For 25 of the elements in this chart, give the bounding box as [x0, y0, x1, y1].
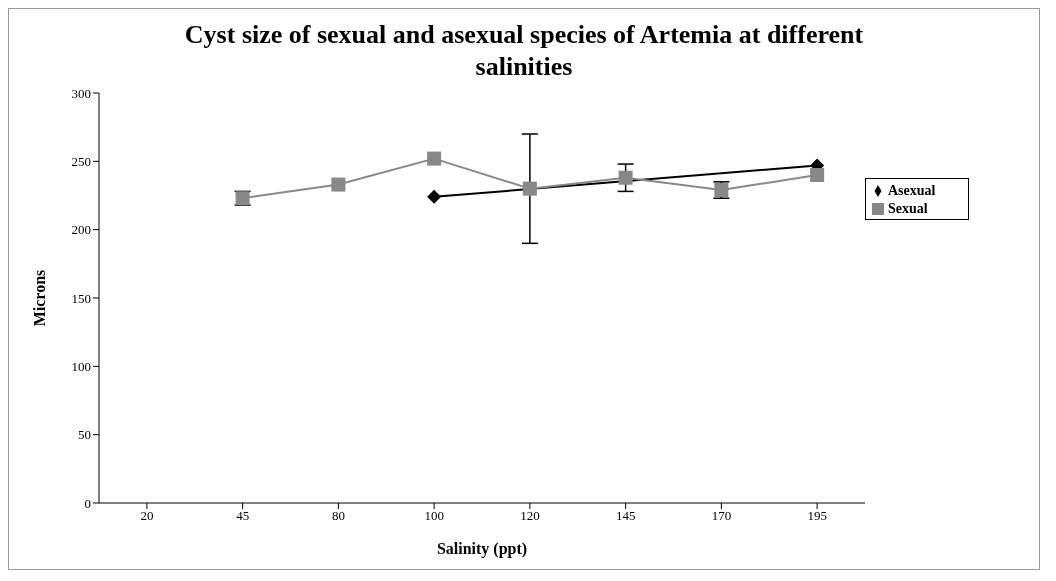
point — [331, 177, 346, 192]
x-tick-label: 145 — [615, 508, 636, 524]
point — [810, 168, 825, 182]
point — [618, 170, 633, 185]
y-tick-label: 200 — [71, 222, 91, 238]
x-tick-label: 170 — [711, 508, 732, 524]
chart-title: Cyst size of sexual and asexual species of Artemia at different salinities — [183, 19, 865, 83]
y-tick-label: 150 — [71, 290, 91, 306]
x-tick-label: 80 — [331, 508, 345, 524]
point — [522, 181, 537, 196]
y-tick-label: 300 — [71, 85, 91, 101]
legend-label: Asexual — [888, 183, 936, 198]
x-tick-label: 195 — [807, 508, 827, 524]
x-tick-label: 100 — [424, 508, 444, 524]
legend-label: Sexual — [888, 201, 928, 216]
point — [427, 151, 442, 166]
x-tick-label: 45 — [236, 508, 250, 524]
y-tick-label: 50 — [78, 427, 91, 443]
x-axis-title: Salinity (ppt) — [436, 540, 528, 559]
y-tick-label: 0 — [84, 495, 91, 511]
y-tick-label: 100 — [71, 358, 91, 374]
x-tick-label: 20 — [140, 508, 154, 524]
y-tick-label: 250 — [71, 153, 91, 169]
y-axis-title: Microns — [30, 269, 48, 327]
x-tick-label: 120 — [520, 508, 540, 524]
